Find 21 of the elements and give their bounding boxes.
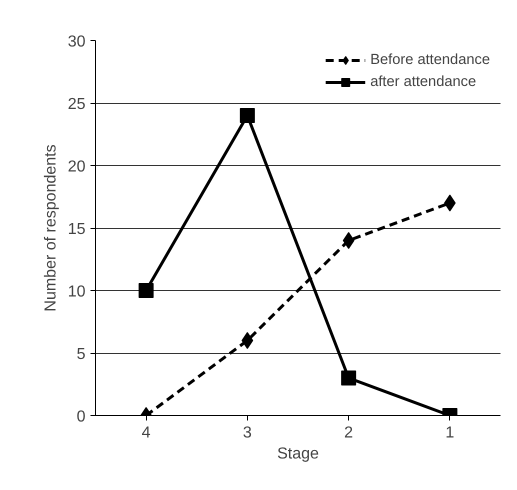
y-tick-label: 20	[68, 158, 86, 176]
legend-label: Before attendance	[370, 52, 490, 68]
point	[444, 194, 456, 212]
y-tick-label: 5	[76, 346, 86, 363]
x-tick-label: 2	[344, 424, 354, 442]
y-axis-title: Number of respondents	[42, 144, 60, 312]
y-tick-label: 30	[68, 34, 86, 50]
legend-label: after attendance	[370, 74, 476, 90]
x-tick-label: 3	[242, 424, 252, 442]
y-tick-label: 0	[76, 408, 86, 426]
x-tick-label: 4	[142, 424, 151, 442]
y-tick-label: 25	[68, 96, 86, 113]
x-tick-label: 1	[445, 424, 454, 442]
y-tick-label: 15	[68, 221, 86, 238]
point	[342, 232, 354, 249]
y-tick-label: 10	[68, 284, 86, 300]
point	[341, 370, 356, 386]
x-axis-title: Stage	[277, 446, 320, 462]
point	[242, 332, 254, 349]
point	[138, 283, 154, 298]
point	[240, 108, 255, 123]
